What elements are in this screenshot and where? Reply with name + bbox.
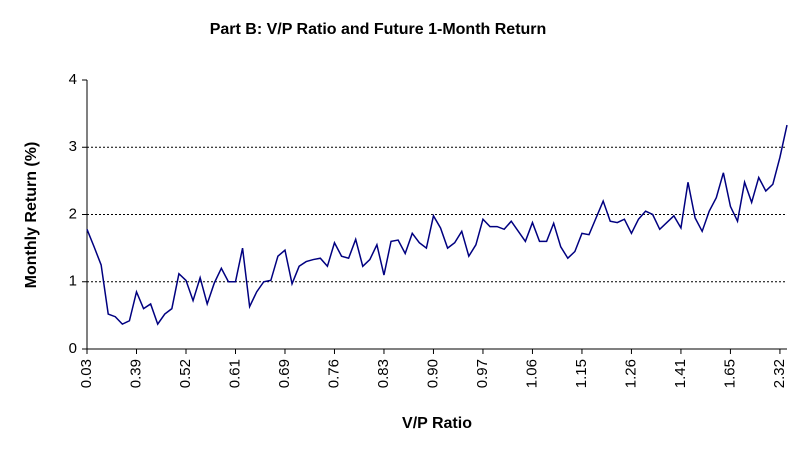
x-tick-label: 1.15 xyxy=(573,359,590,388)
y-axis-label: Monthly Return (%) xyxy=(23,142,40,289)
x-tick-label: 0.69 xyxy=(276,359,293,388)
x-tick-label: 1.06 xyxy=(523,359,540,388)
x-tick-label: 0.39 xyxy=(127,359,144,388)
data-line xyxy=(86,124,788,326)
chart-title: Part B: V/P Ratio and Future 1-Month Ret… xyxy=(210,21,547,38)
x-tick-label: 0.52 xyxy=(177,359,194,388)
x-axis-label: V/P Ratio xyxy=(402,415,472,432)
x-tick-label: 0.03 xyxy=(78,359,95,388)
x-tick-label: 0.76 xyxy=(325,359,342,388)
y-tick-label: 2 xyxy=(69,205,77,222)
x-tick-label: 1.65 xyxy=(721,359,738,388)
y-tick-label: 4 xyxy=(69,71,77,88)
x-tick-label: 1.41 xyxy=(672,359,689,388)
x-tick-label: 0.97 xyxy=(474,359,491,388)
x-tick-label: 1.26 xyxy=(622,359,639,388)
y-tick-label: 1 xyxy=(69,273,77,290)
x-tick-label: 0.83 xyxy=(375,359,392,388)
x-tick-label: 0.61 xyxy=(226,359,243,388)
y-tick-label: 0 xyxy=(69,340,77,357)
x-tick-label: 0.90 xyxy=(424,359,441,388)
x-tick-label: 2.32 xyxy=(771,359,788,388)
y-tick-label: 3 xyxy=(69,138,77,155)
